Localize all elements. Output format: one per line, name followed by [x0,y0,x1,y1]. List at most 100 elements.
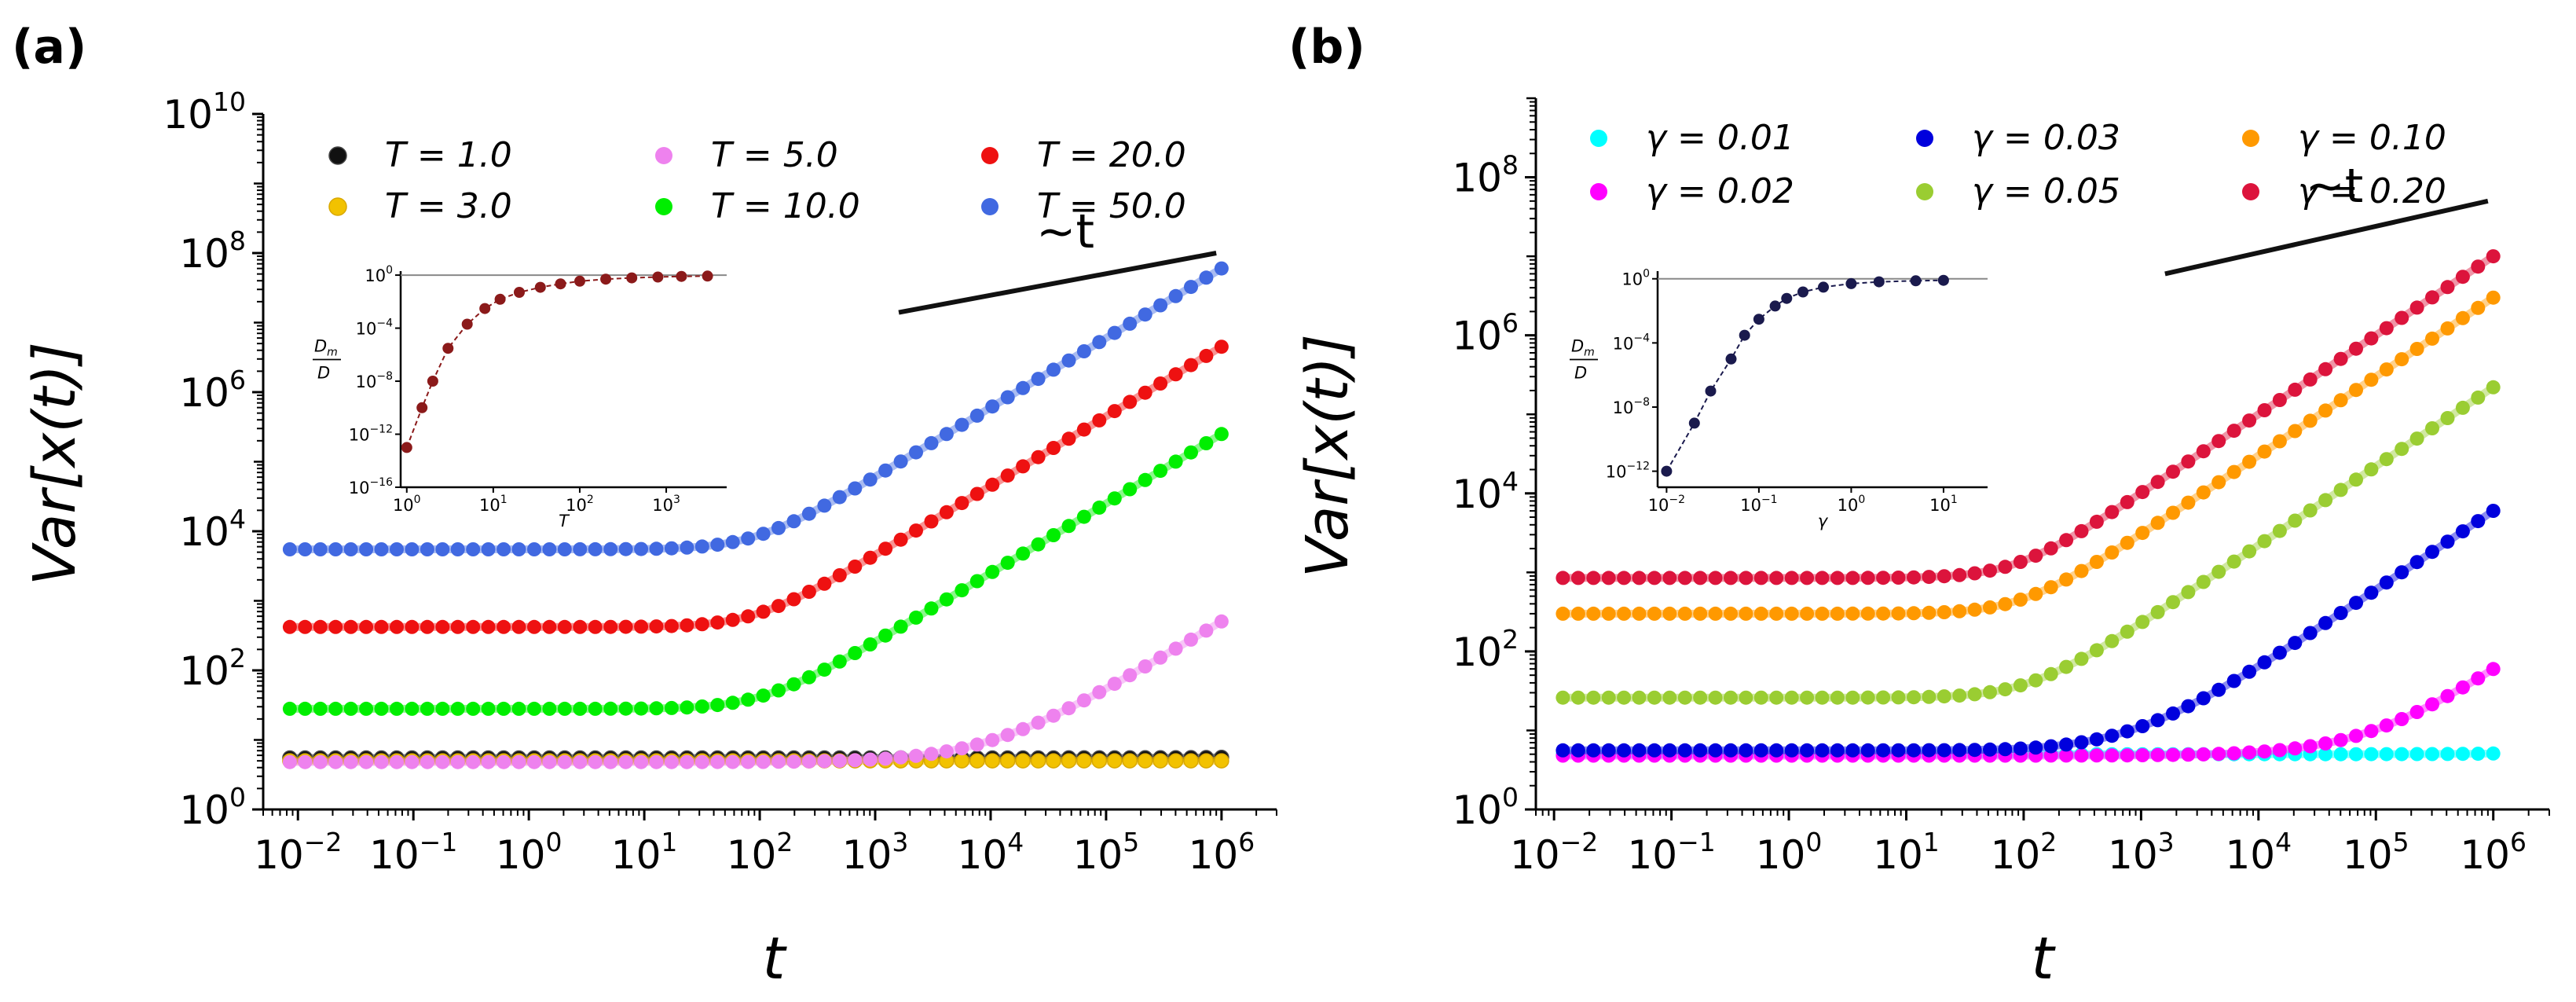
data-point [786,592,801,607]
data-point [2089,732,2104,747]
data-point [832,754,847,769]
x-tick-label: 104 [958,827,1024,878]
x-tick-label: 105 [1073,827,1140,878]
data-point [1677,743,1692,758]
data-point [1967,687,1982,702]
data-point [756,527,771,541]
data-point [985,477,1000,492]
x-tick-label: 105 [2343,827,2409,878]
data-point [588,541,603,556]
data-point [1662,743,1677,758]
inset-data-point [479,303,491,314]
data-point [725,696,740,710]
data-point [2013,593,2028,607]
inset-data-point [676,270,687,282]
data-point [955,496,969,511]
data-point [1708,606,1723,621]
data-point [801,670,816,685]
data-point [588,619,603,634]
data-point [817,498,832,513]
data-point [985,399,1000,414]
data-point [1647,743,1662,758]
data-point [2455,747,2470,762]
inset-x-tick-label: 10−1 [1740,494,1777,515]
data-point [466,619,481,634]
data-point [2440,688,2455,703]
inset-x-tick-label: 102 [566,494,594,515]
data-point [1107,677,1122,692]
data-point [2257,655,2272,670]
data-point [2395,442,2409,457]
inset-data-point [1739,329,1750,341]
data-point [1167,753,1184,769]
inset-data-point [1769,300,1781,312]
data-point [954,753,970,769]
data-point [1152,753,1168,769]
y-tick-label: 108 [1452,150,1519,201]
data-point [618,619,633,634]
data-point [1016,721,1031,736]
data-point [1570,690,1585,705]
x-tick-label: 104 [2225,827,2292,878]
data-point [542,701,557,716]
data-point [511,619,526,634]
data-point [1983,600,1997,615]
data-point [1922,743,1937,758]
data-point [801,585,816,599]
data-point [2455,270,2470,284]
data-point [2395,352,2409,367]
data-point [801,506,816,521]
data-point [603,619,618,634]
data-point [1907,606,1921,621]
data-point [939,427,954,442]
y-tick-label: 104 [179,504,246,555]
data-point [1724,690,1738,705]
data-point [1076,509,1091,524]
data-point [878,628,893,643]
data-point [481,701,496,716]
x-tick-label: 10−1 [1627,827,1715,878]
data-point [1000,390,1015,405]
data-point [2257,444,2272,459]
data-point [2364,462,2379,477]
legend-label: γ = 0.03 [1972,118,2120,158]
x-tick-label: 100 [1756,827,1823,878]
data-point [2486,249,2501,264]
data-point [2318,615,2333,630]
data-point [2196,574,2211,589]
data-point [1753,571,1768,585]
data-point [2242,454,2257,469]
data-point [1000,556,1015,571]
data-point [2089,643,2104,658]
data-point [1952,567,1967,582]
inset-x-tick-label: 103 [652,494,680,515]
inset-y-tick-label: 10−8 [356,370,393,391]
data-point [1076,422,1091,437]
data-point [2059,533,2074,548]
inset-data-point [1753,314,1764,325]
data-point [481,754,496,769]
data-point [832,654,847,669]
data-point [909,748,923,763]
data-point [2379,362,2394,377]
data-point [1769,571,1784,585]
data-point [527,754,541,769]
legend-marker [655,147,672,164]
inset-x-tick-label: 100 [393,494,421,515]
data-point [1000,728,1015,743]
data-point [2150,713,2165,728]
data-point [710,615,725,630]
data-point [1586,571,1601,585]
data-point [2242,413,2257,428]
data-point [2455,524,2470,539]
data-point [1769,606,1784,621]
data-point [1815,743,1830,758]
data-point [2440,280,2455,295]
data-point [1815,606,1830,621]
data-point [435,754,450,769]
data-point [955,417,969,432]
data-point [2211,682,2226,697]
data-point [1967,566,1982,581]
data-point [573,541,588,556]
data-point [1061,753,1077,769]
